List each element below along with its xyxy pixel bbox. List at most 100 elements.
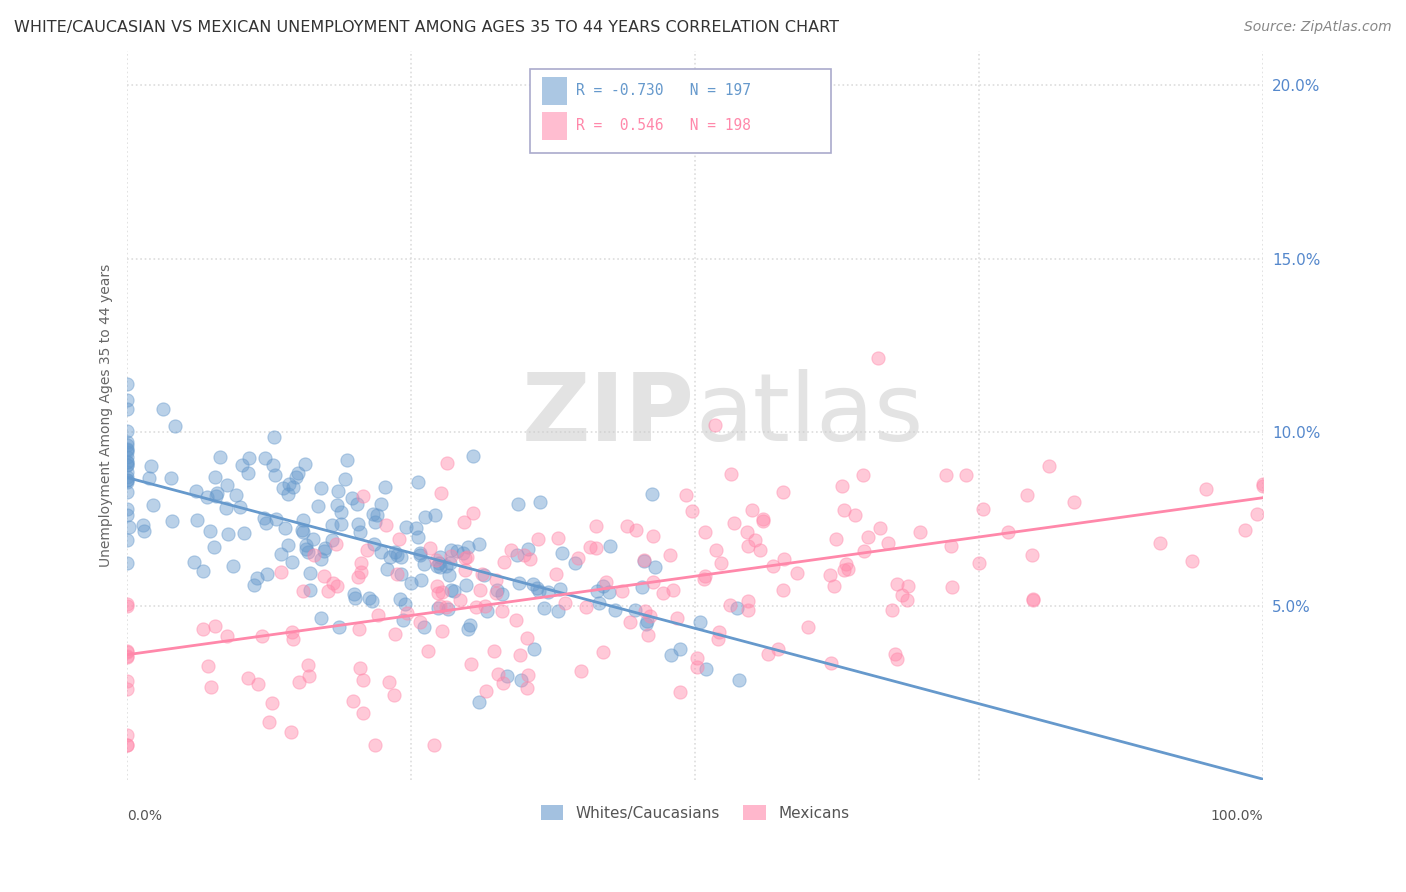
Point [186, 513, 208, 527]
Point [526, 581, 548, 595]
Point [419, 541, 441, 556]
Point [409, 573, 432, 587]
Point [117, 599, 139, 613]
Text: 0.0%: 0.0% [128, 809, 162, 822]
Point [375, 562, 398, 576]
Point [222, 558, 245, 573]
Point [832, 562, 855, 576]
Point [513, 549, 536, 563]
Point [374, 518, 396, 533]
Text: Source: ZipAtlas.com: Source: ZipAtlas.com [1244, 20, 1392, 34]
Point [385, 567, 408, 582]
Point [394, 597, 416, 611]
Point [1021, 549, 1043, 563]
Point [330, 505, 353, 519]
Point [643, 574, 665, 589]
Point [686, 660, 709, 674]
Point [579, 540, 602, 554]
Point [325, 579, 347, 593]
Point [439, 556, 461, 570]
Point [215, 478, 238, 492]
Point [343, 591, 366, 606]
Point [242, 578, 264, 592]
Point [837, 562, 859, 576]
Point [231, 458, 253, 472]
Point [641, 487, 664, 501]
Point [482, 644, 505, 658]
Point [298, 566, 321, 581]
Point [388, 532, 411, 546]
Point [491, 587, 513, 601]
Point [707, 624, 730, 639]
Point [322, 575, 344, 590]
Point [117, 533, 139, 547]
Point [592, 644, 614, 658]
Point [205, 489, 228, 503]
Point [475, 684, 498, 698]
Point [967, 556, 990, 570]
Point [367, 607, 389, 622]
Point [204, 470, 226, 484]
Point [292, 584, 315, 599]
Point [408, 546, 430, 560]
Point [637, 628, 659, 642]
Point [117, 442, 139, 456]
Point [704, 417, 727, 432]
Point [328, 620, 350, 634]
Point [772, 484, 794, 499]
Text: WHITE/CAUCASIAN VS MEXICAN UNEMPLOYMENT AMONG AGES 35 TO 44 YEARS CORRELATION CH: WHITE/CAUCASIAN VS MEXICAN UNEMPLOYMENT … [14, 20, 839, 35]
Point [626, 523, 648, 537]
Point [304, 548, 326, 562]
Point [389, 592, 412, 607]
Point [693, 568, 716, 582]
Point [437, 567, 460, 582]
Point [117, 473, 139, 487]
Point [449, 592, 471, 607]
Point [886, 652, 908, 666]
Point [744, 533, 766, 547]
Point [152, 402, 174, 417]
Point [285, 470, 308, 484]
Point [117, 597, 139, 611]
Point [117, 424, 139, 438]
Point [633, 604, 655, 618]
Text: R =  0.546   N = 198: R = 0.546 N = 198 [575, 119, 751, 133]
Point [292, 513, 315, 527]
Point [183, 555, 205, 569]
Point [551, 546, 574, 560]
FancyBboxPatch shape [530, 69, 831, 153]
Point [378, 550, 401, 565]
Point [350, 566, 373, 580]
Point [418, 644, 440, 658]
Point [117, 681, 139, 696]
Point [247, 677, 270, 691]
Point [291, 524, 314, 538]
Point [352, 489, 374, 503]
Point [883, 647, 905, 661]
Point [939, 539, 962, 553]
Point [406, 530, 429, 544]
Text: ZIP: ZIP [522, 369, 695, 461]
Point [686, 651, 709, 665]
Point [749, 542, 772, 557]
Point [297, 657, 319, 672]
Point [165, 419, 187, 434]
Point [508, 575, 530, 590]
Point [117, 465, 139, 479]
Point [434, 559, 457, 574]
Point [352, 673, 374, 687]
Point [405, 521, 427, 535]
Point [277, 486, 299, 500]
Point [256, 566, 278, 581]
Point [412, 620, 434, 634]
Point [217, 527, 239, 541]
Point [117, 402, 139, 417]
Point [718, 598, 741, 612]
Point [295, 541, 318, 556]
Point [352, 706, 374, 721]
Point [527, 532, 550, 546]
Point [364, 515, 387, 529]
Point [321, 518, 343, 533]
Point [610, 583, 633, 598]
Point [669, 642, 692, 657]
